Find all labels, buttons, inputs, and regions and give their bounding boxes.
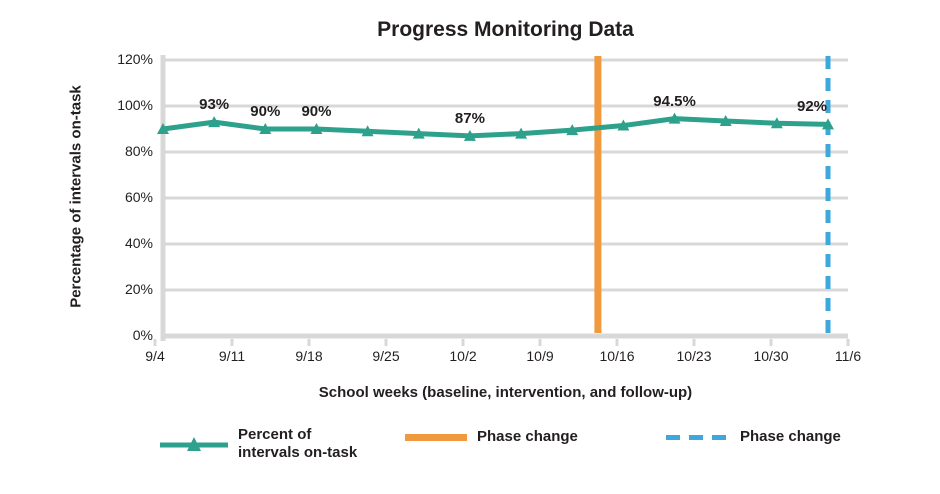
x-tick-label: 9/18 — [295, 348, 323, 364]
y-tick-label: 120% — [117, 51, 153, 67]
x-tick-label: 10/16 — [599, 348, 635, 364]
chart-legend: Percent of intervals on-task Phase chang… — [0, 414, 940, 470]
x-tick-label: 10/2 — [449, 348, 477, 364]
legend-phase1-label: Phase change — [477, 428, 578, 445]
gridlines — [163, 58, 848, 338]
orange-solid-line-swatch-icon — [405, 433, 467, 441]
x-tick-label: 9/25 — [372, 348, 400, 364]
data-series-line — [157, 112, 834, 141]
axis-lines — [153, 55, 850, 346]
x-tick-label: 9/11 — [218, 348, 246, 364]
phase-change-lines — [594, 56, 831, 333]
data-point-label: 93% — [199, 96, 230, 114]
legend-item-phase1: Phase change — [405, 428, 578, 446]
x-tick-label: 11/6 — [834, 348, 862, 364]
series-line-swatch-icon — [160, 437, 228, 451]
y-tick-label: 100% — [117, 97, 153, 113]
y-tick-label: 0% — [132, 327, 153, 343]
legend-item-phase2: Phase change — [666, 428, 841, 446]
legend-phase2-label: Phase change — [740, 428, 841, 445]
blue-dashed-line-swatch-icon — [666, 434, 730, 440]
legend-item-series: Percent of intervals on-task — [158, 426, 357, 462]
data-point-label: 94.5% — [653, 92, 696, 110]
x-tick-label: 10/30 — [753, 348, 789, 364]
x-axis-title: School weeks (baseline, intervention, an… — [318, 384, 693, 401]
x-tick-label: 10/23 — [676, 348, 712, 364]
y-tick-label: 20% — [124, 281, 153, 297]
data-point-label: 90% — [250, 103, 281, 120]
y-tick-label: 80% — [124, 143, 153, 159]
y-tick-label: 60% — [124, 189, 153, 205]
chart-title: Progress Monitoring Data — [377, 18, 634, 41]
data-point-label: 92% — [796, 98, 828, 116]
x-tick-label: 9/4 — [145, 348, 165, 364]
x-tick-label: 10/9 — [526, 348, 554, 364]
data-point-label: 90% — [301, 103, 332, 120]
data-point-label: 87% — [454, 109, 485, 127]
y-tick-label: 40% — [124, 235, 153, 251]
legend-series-label: Percent of intervals on-task — [238, 426, 358, 461]
